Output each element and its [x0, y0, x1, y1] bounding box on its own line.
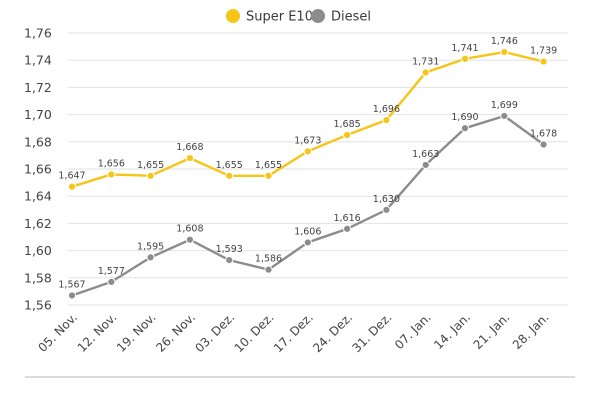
data-point: [460, 124, 470, 133]
data-point: [343, 224, 352, 233]
data-label: 1,567: [58, 279, 85, 290]
x-tick-label: 12. Nov.: [75, 310, 120, 355]
data-point: [539, 57, 548, 66]
legend-label: Diesel: [331, 10, 371, 25]
data-point: [500, 47, 509, 57]
data-point: [421, 160, 430, 170]
y-tick-label: 1,68: [24, 134, 52, 149]
data-point: [107, 277, 116, 286]
y-tick-label: 1,58: [24, 270, 52, 285]
y-tick-label: 1,70: [24, 107, 52, 122]
x-tick-label: 03. Dez.: [192, 310, 237, 355]
data-label: 1,586: [255, 254, 282, 265]
data-label: 1,655: [255, 160, 282, 171]
data-point: [107, 170, 116, 179]
y-tick-label: 1,74: [24, 53, 52, 68]
legend-marker: [311, 9, 325, 23]
data-label: 1,606: [294, 226, 321, 237]
data-label: 1,739: [530, 46, 557, 57]
data-label: 1,593: [216, 244, 243, 255]
data-point: [264, 171, 273, 180]
x-tick-label: 05. Nov.: [35, 310, 80, 355]
data-label: 1,696: [373, 104, 400, 115]
data-point: [500, 111, 509, 121]
y-tick-label: 1,60: [24, 243, 52, 258]
data-point: [382, 205, 391, 214]
data-label: 1,616: [333, 213, 360, 224]
legend-label: Super E10: [246, 10, 313, 25]
x-tick-label: 10. Dez.: [232, 310, 277, 355]
data-label: 1,577: [98, 266, 125, 277]
data-label: 1,655: [137, 160, 164, 171]
x-tick-label: 24. Dez.: [310, 310, 355, 355]
data-label: 1,655: [216, 160, 243, 171]
x-tick-label: 17. Dez.: [271, 310, 316, 355]
x-tick-label: 26. Nov.: [153, 310, 198, 355]
data-label: 1,746: [491, 36, 518, 47]
data-label: 1,647: [58, 171, 85, 182]
y-tick-label: 1,66: [24, 162, 52, 177]
data-point: [421, 68, 430, 77]
data-labels: 1,647 1,656 1,655 1,668 1,655 1,655 1,673 1,685…: [58, 36, 557, 290]
x-tick-label: 28. Jan.: [510, 310, 552, 352]
y-tick-label: 1,76: [24, 26, 52, 41]
data-point: [185, 154, 194, 163]
data-label: 1,608: [176, 224, 203, 235]
data-label: 1,699: [491, 100, 518, 111]
data-point: [460, 54, 470, 63]
y-tick-label: 1,72: [24, 80, 52, 95]
data-point: [146, 253, 155, 262]
data-label: 1,668: [176, 142, 203, 153]
y-axis-tick-labels: 1,56 1,58 1,60 1,62 1,64 1,66 1,68 1,70 1,72 1,74…: [24, 26, 52, 313]
data-label: 1,630: [373, 194, 400, 205]
data-point: [225, 171, 234, 180]
series-lines: [67, 47, 548, 300]
data-label: 1,685: [333, 119, 360, 130]
x-tick-label: 21. Jan.: [471, 310, 513, 352]
data-point: [67, 182, 77, 191]
x-tick-label: 14. Jan.: [431, 310, 473, 352]
data-point: [382, 115, 391, 125]
legend: Super E10 Diesel: [226, 9, 371, 25]
data-label: 1,690: [451, 112, 478, 123]
x-tick-label: 19. Nov.: [114, 310, 159, 355]
data-point: [185, 235, 194, 244]
data-label: 1,663: [412, 149, 439, 160]
data-point: [225, 256, 234, 265]
data-point: [539, 140, 548, 149]
data-point: [303, 238, 312, 247]
data-label: 1,656: [98, 158, 125, 169]
data-label: 1,731: [412, 56, 439, 67]
x-tick-label: 07. Jan.: [392, 310, 434, 352]
grid-lines: [68, 32, 568, 306]
data-label: 1,673: [294, 135, 321, 146]
data-label: 1,741: [451, 43, 478, 54]
y-tick-label: 1,64: [24, 189, 52, 204]
data-point: [343, 130, 352, 140]
data-point: [146, 171, 155, 180]
data-point: [303, 147, 312, 156]
legend-marker: [226, 9, 240, 23]
data-label: 1,595: [137, 241, 164, 252]
data-point: [67, 291, 77, 300]
data-point: [264, 265, 273, 274]
y-tick-label: 1,56: [24, 298, 52, 313]
y-tick-label: 1,62: [24, 216, 52, 231]
x-axis-tick-labels: 05. Nov.12. Nov.19. Nov.26. Nov.03. Dez.…: [35, 310, 551, 355]
data-label: 1,678: [530, 129, 557, 140]
x-tick-label: 31. Dez.: [350, 310, 395, 355]
